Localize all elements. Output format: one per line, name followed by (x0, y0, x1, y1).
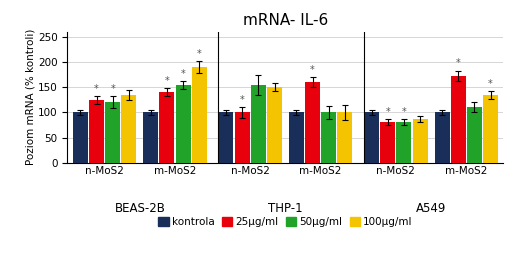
Bar (321, 113, 336, 163)
Bar (450, 75, 466, 163)
Bar (434, 113, 449, 163)
Bar (251, 85, 266, 163)
Y-axis label: Poziom mRNA (% kontroli): Poziom mRNA (% kontroli) (25, 29, 35, 165)
Bar (192, 67, 207, 163)
Bar (218, 113, 234, 163)
Bar (483, 95, 498, 163)
Text: *: * (240, 95, 244, 105)
Bar (175, 85, 190, 163)
Text: *: * (111, 84, 115, 94)
Bar (89, 100, 104, 163)
Text: *: * (165, 76, 169, 86)
Bar (305, 82, 320, 163)
Bar (105, 102, 120, 163)
Text: *: * (386, 107, 390, 117)
Text: *: * (456, 58, 460, 68)
Bar (73, 113, 88, 163)
Text: *: * (402, 107, 406, 117)
Legend: kontrola, 25μg/ml, 50μg/ml, 100μg/ml: kontrola, 25μg/ml, 50μg/ml, 100μg/ml (154, 213, 417, 231)
Title: mRNA- IL-6: mRNA- IL-6 (243, 13, 328, 28)
Text: A549: A549 (416, 202, 446, 215)
Bar (413, 119, 428, 163)
Text: *: * (197, 49, 202, 59)
Text: *: * (181, 69, 185, 79)
Bar (364, 113, 379, 163)
Bar (397, 122, 412, 163)
Bar (289, 113, 304, 163)
Bar (121, 95, 136, 163)
Bar (159, 92, 174, 163)
Bar (467, 107, 482, 163)
Bar (380, 122, 395, 163)
Text: BEAS-2B: BEAS-2B (114, 202, 165, 215)
Text: THP-1: THP-1 (268, 202, 303, 215)
Text: *: * (310, 65, 315, 75)
Text: *: * (488, 79, 493, 89)
Bar (337, 113, 352, 163)
Text: *: * (94, 84, 99, 94)
Bar (235, 113, 250, 163)
Bar (267, 87, 282, 163)
Bar (143, 113, 158, 163)
